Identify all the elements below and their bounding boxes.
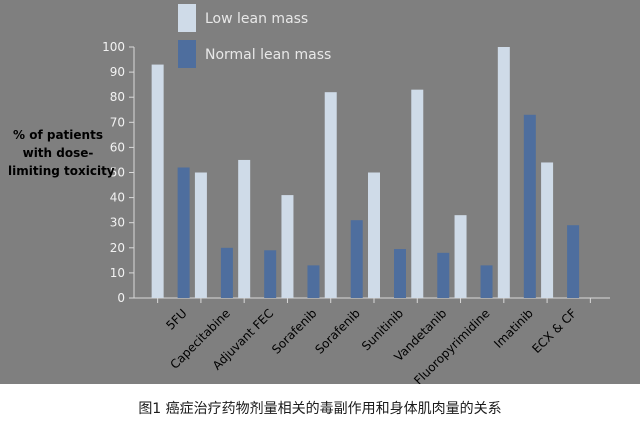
normal-lean-mass-bar [307,265,320,298]
x-category-label: Sorafenib [312,306,363,357]
legend-swatch-low-lean-mass [178,4,196,32]
chart-panel: 0 10 20 30 40 50 60 70 80 90 100 5FU Capecitabine Adj… [0,0,640,384]
legend-label-normal-lean-mass: Normal lean mass [205,47,331,63]
low-lean-mass-bar [541,162,554,298]
figure-caption: 图1 癌症治疗药物剂量相关的毒副作用和身体肌肉量的关系 [138,401,502,417]
y-tick-label: 100 [102,40,125,54]
y-tick-label: 70 [110,115,125,129]
y-tick-label: 80 [110,90,125,104]
x-category-label: Sorafenib [269,306,320,357]
y-tick-label: 90 [110,65,125,79]
y-tick-label: 50 [110,166,125,180]
normal-lean-mass-bar [394,249,406,298]
low-lean-mass-bar [151,64,164,298]
y-axis-label-line-1: % of patients [13,128,103,142]
y-tick-label: 40 [110,191,125,205]
y-axis-label-line-3: limiting toxicity [8,164,115,178]
legend-swatch-normal-lean-mass [178,40,196,68]
low-lean-mass-bar [497,47,510,298]
x-category-label: Imatinib [491,306,536,351]
y-tick-label: 0 [117,291,125,305]
low-lean-mass-bar [238,159,251,298]
low-lean-mass-bar [454,215,467,298]
y-tick-label: 60 [110,140,125,154]
normal-lean-mass-bar [264,250,277,298]
normal-lean-mass-bar [220,247,233,298]
x-category-label: Fluoropyrimidine [411,306,492,384]
y-axis-label: % of patients with dose- limiting toxici… [8,126,115,180]
x-category-label: 5FU [163,306,189,332]
bar-chart: 01020304050607080901005FUCapecitabineAdj… [102,4,610,384]
normal-lean-mass-bar [480,265,493,298]
y-tick-label: 10 [110,266,125,280]
low-lean-mass-bar [194,172,207,298]
low-lean-mass-bar [368,172,380,298]
legend-label-low-lean-mass: Low lean mass [205,11,308,27]
normal-lean-mass-bar [177,167,190,298]
y-axis-label-line-2: with dose- [22,146,94,160]
normal-lean-mass-bar [567,225,580,298]
y-tick-label: 20 [110,241,125,255]
y-tick-label: 30 [110,216,125,230]
normal-lean-mass-bar [350,220,363,298]
low-lean-mass-bar [411,89,424,298]
low-lean-mass-bar [281,195,294,298]
low-lean-mass-bar [324,92,337,299]
x-category-label: ECX & CF [529,306,579,356]
normal-lean-mass-bar [437,252,450,298]
normal-lean-mass-bar [523,114,536,299]
